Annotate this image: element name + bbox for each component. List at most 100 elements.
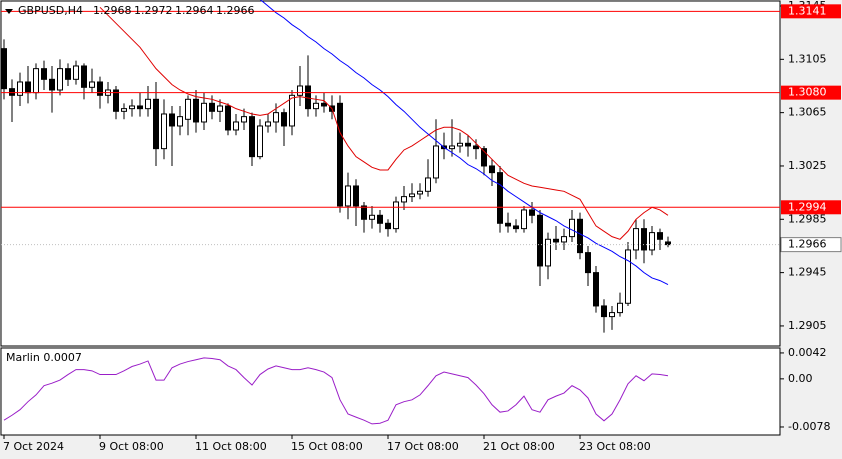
candle-body <box>169 113 175 127</box>
level-label-bg <box>781 4 841 19</box>
candle-body <box>641 228 647 251</box>
candle-body <box>385 222 391 230</box>
x-tick-label: 15 Oct 08:00 <box>291 440 363 453</box>
x-tick-label: 17 Oct 08:00 <box>387 440 459 453</box>
candle-body <box>473 145 479 150</box>
candle-body <box>249 116 255 158</box>
candle-body <box>321 102 327 107</box>
candle-body <box>185 98 191 120</box>
candle-body <box>57 68 63 91</box>
candle-body <box>33 68 39 94</box>
candle-body <box>129 105 135 110</box>
candle-body <box>617 302 623 314</box>
indicator-line <box>3 357 669 425</box>
candle-body <box>233 121 239 131</box>
moving-average <box>260 0 669 286</box>
candle-body <box>201 102 207 123</box>
candle-body <box>633 228 639 251</box>
candle-body <box>425 177 431 192</box>
candle-body <box>65 68 71 80</box>
y-tick-label: 1.2905 <box>788 319 827 332</box>
y-tick-label: 1.3105 <box>788 52 827 65</box>
candle-body <box>609 312 615 318</box>
header-arrow <box>5 9 13 14</box>
candle-body <box>177 116 183 127</box>
candle-body <box>137 105 143 110</box>
moving-average <box>99 6 669 240</box>
level-label-bg <box>781 200 841 215</box>
header-open: 1.2968 <box>93 4 132 17</box>
candle-body <box>449 145 455 150</box>
candle-body <box>41 68 47 80</box>
candle-body <box>241 116 247 123</box>
candle-body <box>25 81 31 94</box>
candle-body <box>417 190 423 195</box>
candle-body <box>369 214 375 220</box>
candle-body <box>409 193 415 198</box>
candle-body <box>529 209 535 216</box>
candle-body <box>145 98 151 110</box>
candle-body <box>1 48 7 90</box>
level-label: 1.2994 <box>788 200 827 213</box>
candle-body <box>489 165 495 174</box>
candle-body <box>217 105 223 112</box>
x-tick-label: 7 Oct 2024 <box>3 440 64 453</box>
candle-body <box>281 112 287 127</box>
y-tick-label: 1.3065 <box>788 106 827 119</box>
candle-body <box>521 209 527 230</box>
x-tick-label: 23 Oct 08:00 <box>579 440 651 453</box>
candle-body <box>297 85 303 96</box>
candle-body <box>153 98 159 150</box>
candle-body <box>577 218 583 254</box>
candle-body <box>657 232 663 240</box>
y-tick-label: -0.0078 <box>788 420 830 433</box>
indicator-title: Marlin 0.0007 <box>6 351 82 364</box>
y-tick-label: 0.00 <box>788 372 813 385</box>
candle-body <box>17 81 23 96</box>
candle-body <box>377 214 383 224</box>
candle-body <box>337 102 343 207</box>
header-high: 1.2972 <box>134 4 173 17</box>
candle-body <box>161 113 167 150</box>
candle-body <box>73 65 79 80</box>
candle-body <box>289 94 295 127</box>
candle-body <box>545 238 551 267</box>
level-label-bg <box>781 85 841 100</box>
candle-body <box>497 172 503 224</box>
candle-body <box>513 225 519 230</box>
candle-body <box>89 81 95 88</box>
candle-body <box>649 232 655 251</box>
candle-body <box>273 112 279 123</box>
header-low: 1.2964 <box>175 4 214 17</box>
symbol-title: GBPUSD,H4 <box>18 4 83 17</box>
candle-body <box>265 121 271 127</box>
candle-body <box>433 145 439 179</box>
level-label: 1.3141 <box>788 4 827 17</box>
x-tick-label: 9 Oct 08:00 <box>99 440 164 453</box>
candle-body <box>113 89 119 112</box>
candle-body <box>345 185 351 207</box>
candle-body <box>49 78 55 91</box>
y-tick-label: 0.0042 <box>788 346 827 359</box>
candle-body <box>353 185 359 207</box>
candle-body <box>97 81 103 96</box>
candle-body <box>561 236 567 243</box>
indicator-plot <box>0 347 781 436</box>
header-close: 1.2966 <box>216 4 255 17</box>
y-tick-label: 1.2985 <box>788 212 827 225</box>
candle-body <box>121 108 127 112</box>
price-label-bg <box>780 237 842 253</box>
candle-body <box>553 238 559 243</box>
y-tick-label: 1.2945 <box>788 266 827 279</box>
main-plot <box>0 0 781 347</box>
candle-body <box>9 88 15 96</box>
candle-body <box>481 148 487 167</box>
candle-body <box>401 196 407 203</box>
x-tick-label: 21 Oct 08:00 <box>483 440 555 453</box>
candle-body <box>225 105 231 131</box>
candle-body <box>585 252 591 274</box>
level-label: 1.3080 <box>788 86 827 99</box>
candle-body <box>601 305 607 318</box>
candle-body <box>193 98 199 123</box>
candle-body <box>457 142 463 147</box>
